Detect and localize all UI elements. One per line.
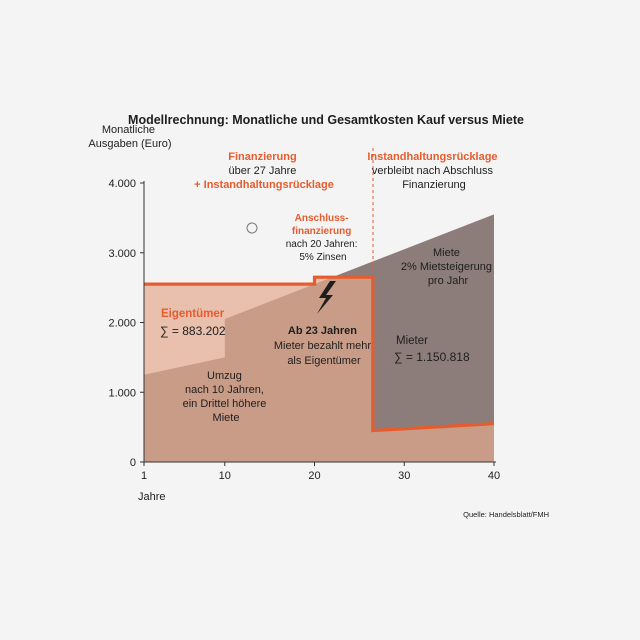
refinance-note-line-3: nach 20 Jahren: bbox=[286, 239, 358, 250]
reserve-note-line-2: verbleibt nach Abschluss bbox=[372, 165, 494, 177]
y-tick-label: 2.000 bbox=[108, 318, 136, 330]
crossover-note: Ab 23 Jahren Mieter bezahlt mehr als Eig… bbox=[274, 325, 374, 367]
move-note: Umzug nach 10 Jahren, ein Drittel höhere… bbox=[183, 370, 270, 424]
x-axis-label: Jahre bbox=[138, 491, 166, 503]
reserve-note-line-3: Finanzierung bbox=[402, 179, 466, 191]
y-tick-label: 1.000 bbox=[108, 387, 136, 399]
financing-note-line-3: + Instandhaltungsrücklage bbox=[194, 179, 334, 191]
y-axis-label-line-2: Ausgaben (Euro) bbox=[88, 138, 171, 150]
renter-total: ∑ = 1.150.818 bbox=[394, 350, 470, 364]
refinance-note-line-1: Anschluss- bbox=[295, 213, 349, 224]
rent-note: Miete 2% Mietsteigerung pro Jahr bbox=[401, 247, 495, 287]
lightning-icon bbox=[317, 281, 336, 314]
rent-note-line-3: pro Jahr bbox=[428, 275, 469, 287]
refinance-note-line-4: 5% Zinsen bbox=[299, 252, 346, 263]
crossover-note-line-2: Mieter bezahlt mehr bbox=[274, 340, 372, 352]
x-axis-ticks: 1 10 20 30 40 bbox=[141, 462, 500, 482]
financing-note-title: Finanzierung bbox=[228, 151, 296, 163]
y-axis-ticks: 0 1.000 2.000 3.000 4.000 bbox=[108, 178, 144, 469]
source-note: Quelle: Handelsblatt/FMH bbox=[463, 510, 549, 519]
move-note-line-1: Umzug bbox=[207, 370, 242, 382]
refinance-note-line-2: finanzierung bbox=[292, 226, 351, 237]
refinance-note: Anschluss- finanzierung nach 20 Jahren: … bbox=[286, 213, 361, 263]
x-tick-label: 30 bbox=[398, 470, 410, 482]
chart-title: Modellrechnung: Monatliche und Gesamtkos… bbox=[128, 113, 524, 127]
rent-note-line-2: 2% Mietsteigerung bbox=[401, 261, 492, 273]
axes bbox=[143, 181, 496, 463]
move-note-line-4: Miete bbox=[213, 412, 240, 424]
reserve-note-title: Instandhaltungsrücklage bbox=[367, 151, 497, 163]
x-tick-label: 40 bbox=[488, 470, 500, 482]
rent-note-line-1: Miete bbox=[433, 247, 460, 259]
y-axis-label-line-1: Monatliche bbox=[102, 124, 155, 136]
x-tick-label: 1 bbox=[141, 470, 147, 482]
owner-label: Eigentümer bbox=[161, 308, 225, 320]
crossover-note-line-3: als Eigentümer bbox=[287, 355, 361, 367]
financing-note: Finanzierung über 27 Jahre + Instandhalt… bbox=[194, 151, 334, 191]
circle-icon bbox=[246, 222, 258, 234]
y-tick-label: 3.000 bbox=[108, 248, 136, 260]
reserve-note: Instandhaltungsrücklage verbleibt nach A… bbox=[367, 151, 500, 191]
y-axis-label: Monatliche Ausgaben (Euro) bbox=[88, 124, 171, 150]
owner-total: ∑ = 883.202 bbox=[160, 324, 226, 338]
renter-label: Mieter bbox=[396, 335, 428, 347]
x-tick-label: 10 bbox=[219, 470, 231, 482]
x-tick-label: 20 bbox=[308, 470, 320, 482]
move-note-line-3: ein Drittel höhere bbox=[183, 398, 267, 410]
owner-line bbox=[144, 275, 495, 433]
owner-area bbox=[144, 277, 494, 462]
y-tick-label: 4.000 bbox=[108, 178, 136, 190]
move-note-line-2: nach 10 Jahren, bbox=[185, 384, 264, 396]
financing-note-line-2: über 27 Jahre bbox=[229, 165, 297, 177]
y-tick-label: 0 bbox=[130, 457, 136, 469]
crossover-note-title: Ab 23 Jahren bbox=[288, 325, 357, 337]
